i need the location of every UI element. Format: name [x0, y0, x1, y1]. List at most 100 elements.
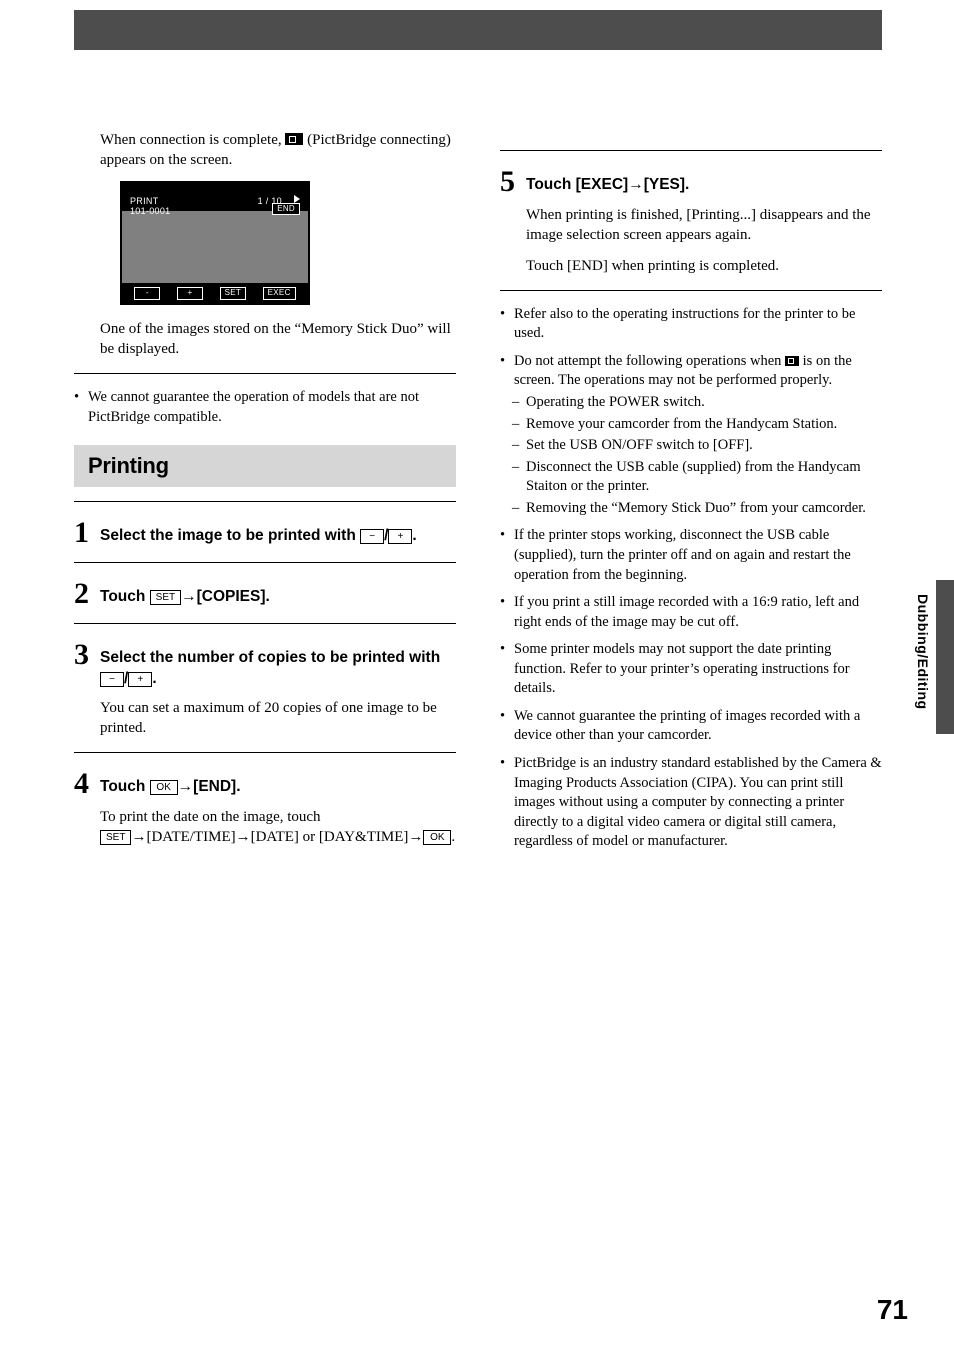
lcd-folder-label: 101-0001 — [130, 205, 170, 217]
top-header-bar — [74, 10, 882, 50]
lcd-display-illustration: PRINT 101-0001 1 / 10 END - + SET EXEC — [120, 181, 310, 305]
divider — [500, 150, 882, 151]
step-2-text-a: Touch — [100, 588, 150, 605]
minus-key: − — [360, 529, 384, 544]
step-1-text-a: Select the image to be printed with — [100, 527, 360, 544]
lcd-minus-button: - — [134, 287, 160, 300]
arrow-icon: → — [178, 778, 194, 795]
plus-key: + — [128, 672, 152, 687]
plus-key: + — [388, 529, 412, 544]
minus-key: − — [100, 672, 124, 687]
lcd-next-icon — [294, 195, 300, 203]
step-3-text: Select the number of copies to be printe… — [100, 638, 456, 690]
left-column: When connection is complete, (PictBridge… — [74, 130, 456, 860]
step-number: 4 — [74, 767, 100, 799]
bullet-dot: • — [500, 526, 514, 585]
dash-item: –Disconnect the USB cable (supplied) fro… — [512, 458, 882, 497]
step-3: 3 Select the number of copies to be prin… — [74, 638, 456, 690]
arrow-icon: → — [131, 828, 146, 845]
dash-item: –Set the USB ON/OFF switch to [OFF]. — [512, 436, 882, 456]
step-4-body-1: To print the date on the image, touch — [100, 809, 321, 825]
step-3-tail: . — [152, 670, 156, 687]
bullet-pictbridge-cipa: • PictBridge is an industry standard est… — [500, 754, 882, 852]
divider — [74, 373, 456, 374]
bullet-dot: • — [500, 305, 514, 344]
right-column: 5 Touch [EXEC]→[YES]. When printing is f… — [500, 130, 882, 860]
note-bullet: • We cannot guarantee the operation of m… — [74, 388, 456, 427]
step-4-body-4: . — [451, 829, 455, 845]
step-4-text: Touch OK→[END]. — [100, 767, 241, 798]
bullet-text: If the printer stops working, disconnect… — [514, 526, 882, 585]
bullet-text: Some printer models may not support the … — [514, 640, 882, 699]
dash-mark: – — [512, 415, 526, 435]
step-2-text-b: [COPIES]. — [197, 588, 270, 605]
bullet-dot: • — [500, 707, 514, 746]
bullet-dot: • — [500, 593, 514, 632]
lcd-end-button: END — [272, 203, 300, 216]
step-5-body-1: When printing is finished, [Printing...]… — [526, 205, 882, 246]
dash-text: Set the USB ON/OFF switch to [OFF]. — [526, 436, 753, 456]
bullet-text: Refer also to the operating instructions… — [514, 305, 882, 344]
dash-item: –Operating the POWER switch. — [512, 393, 882, 413]
lcd-exec-button: EXEC — [263, 287, 296, 300]
step-4-text-b: [END]. — [193, 778, 240, 795]
divider — [74, 562, 456, 563]
step-4: 4 Touch OK→[END]. — [74, 767, 456, 799]
after-display-text: One of the images stored on the “Memory … — [100, 319, 456, 360]
dash-text: Removing the “Memory Stick Duo” from you… — [526, 499, 866, 519]
bullet-refer: • Refer also to the operating instructio… — [500, 305, 882, 344]
lcd-plus-button: + — [177, 287, 203, 300]
step-number: 3 — [74, 638, 100, 670]
dash-text: Remove your camcorder from the Handycam … — [526, 415, 837, 435]
divider — [500, 290, 882, 291]
step-2: 2 Touch SET→[COPIES]. — [74, 577, 456, 609]
bullet-text: If you print a still image recorded with… — [514, 593, 882, 632]
bullet-text-a: Do not attempt the following operations … — [514, 353, 781, 369]
arrow-icon: → — [628, 176, 644, 193]
side-tab-bar — [936, 580, 954, 734]
step-3-text-a: Select the number of copies to be printe… — [100, 649, 440, 666]
ok-key: OK — [423, 830, 451, 845]
dash-mark: – — [512, 499, 526, 519]
step-1: 1 Select the image to be printed with −/… — [74, 516, 456, 548]
bullet-16-9: • If you print a still image recorded wi… — [500, 593, 882, 632]
step-number: 1 — [74, 516, 100, 548]
dash-mark: – — [512, 458, 526, 497]
dash-item: –Remove your camcorder from the Handycam… — [512, 415, 882, 435]
bullet-text: We cannot guarantee the printing of imag… — [514, 707, 882, 746]
bullet-dot: • — [74, 388, 88, 427]
arrow-icon: → — [408, 828, 423, 845]
step-5-text-b: [YES]. — [644, 176, 690, 193]
step-3-body: You can set a maximum of 20 copies of on… — [100, 698, 456, 739]
dash-item: –Removing the “Memory Stick Duo” from yo… — [512, 499, 882, 519]
dash-text: Disconnect the USB cable (supplied) from… — [526, 458, 882, 497]
intro-paragraph: When connection is complete, (PictBridge… — [100, 130, 456, 171]
side-tab-label: Dubbing/Editing — [913, 594, 932, 710]
bullet-text: Do not attempt the following operations … — [514, 352, 882, 391]
dash-mark: – — [512, 393, 526, 413]
dash-mark: – — [512, 436, 526, 456]
dash-text: Operating the POWER switch. — [526, 393, 705, 413]
step-2-text: Touch SET→[COPIES]. — [100, 577, 270, 608]
lcd-set-button: SET — [220, 287, 246, 300]
set-key: SET — [150, 590, 181, 605]
bullet-do-not-attempt: • Do not attempt the following operation… — [500, 352, 882, 391]
bullet-dot: • — [500, 640, 514, 699]
step-number: 2 — [74, 577, 100, 609]
bullet-printer-stops: • If the printer stops working, disconne… — [500, 526, 882, 585]
divider — [74, 623, 456, 624]
step-4-body-2: [DATE/TIME] — [146, 829, 235, 845]
step-number: 5 — [500, 165, 526, 197]
bullet-dot: • — [500, 754, 514, 852]
ok-key: OK — [150, 780, 178, 795]
step-4-text-a: Touch — [100, 778, 150, 795]
step-5-body-2: Touch [END] when printing is completed. — [526, 256, 882, 276]
arrow-icon: → — [181, 588, 197, 605]
content-columns: When connection is complete, (PictBridge… — [74, 130, 882, 860]
note-text: We cannot guarantee the operation of mod… — [88, 388, 456, 427]
step-1-tail: . — [412, 527, 416, 544]
bullet-text: PictBridge is an industry standard estab… — [514, 754, 882, 852]
step-4-body: To print the date on the image, touch SE… — [100, 807, 456, 848]
step-5-text: Touch [EXEC]→[YES]. — [526, 165, 689, 196]
lcd-button-row: - + SET EXEC — [122, 287, 308, 300]
